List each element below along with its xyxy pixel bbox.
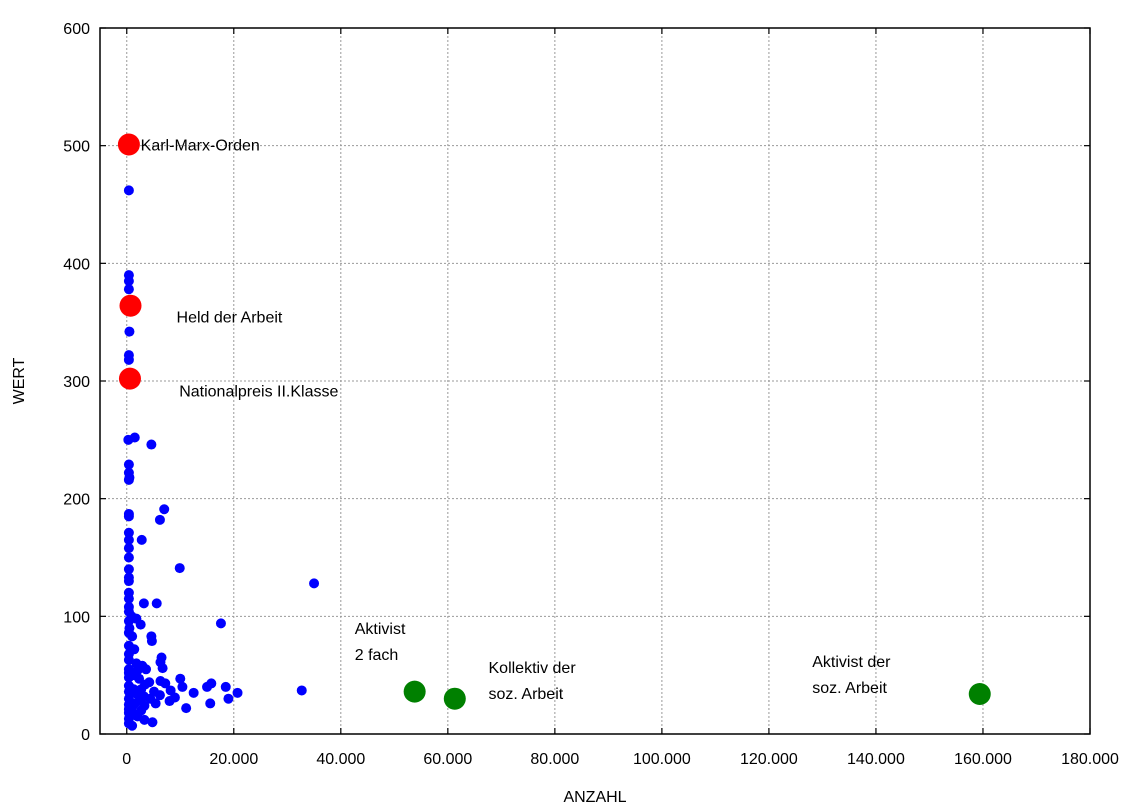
y-tick-label: 300 (63, 374, 90, 391)
x-tick-label: 60.000 (423, 751, 472, 768)
data-point (129, 432, 140, 443)
data-point (123, 686, 134, 697)
annotation-line: Nationalpreis II.Klasse (179, 383, 338, 400)
annotation-line: Kollektiv der (489, 660, 577, 677)
data-point (139, 714, 150, 725)
data-point (123, 543, 134, 554)
highlight-point-green (403, 680, 426, 703)
data-point (154, 690, 165, 701)
x-tick-label: 160.000 (954, 751, 1012, 768)
data-point (154, 514, 165, 525)
data-point (127, 720, 138, 731)
data-point (123, 459, 134, 470)
data-point (124, 326, 135, 337)
y-tick-label: 600 (63, 21, 90, 38)
data-point (309, 578, 320, 589)
data-point (127, 631, 138, 642)
data-point (160, 678, 171, 689)
annotation-label: Nationalpreis II.Klasse (179, 383, 338, 400)
x-tick-labels: 0 20.000 40.000 60.000 80.000 100.000 120.000 1… (122, 751, 1119, 768)
data-point (135, 619, 146, 630)
data-point (123, 552, 134, 563)
data-point (123, 593, 134, 604)
highlight-point-red (117, 133, 140, 156)
data-point (123, 284, 134, 295)
data-point (223, 693, 234, 704)
annotation-line: Karl-Marx-Orden (141, 137, 260, 154)
annotation-line: soz. Arbeit (489, 686, 564, 703)
data-point (138, 598, 149, 609)
data-point (123, 275, 134, 286)
data-point (181, 703, 192, 714)
data-point (123, 654, 134, 665)
highlight-point-green (443, 687, 466, 710)
axis-ticks (100, 27, 1091, 735)
data-point (220, 681, 231, 692)
data-point (123, 527, 134, 538)
data-point (123, 474, 134, 485)
x-tick-label: 80.000 (530, 751, 579, 768)
highlight-point-red (119, 294, 142, 317)
data-point (215, 618, 226, 629)
y-tick-label: 500 (63, 139, 90, 156)
highlight-point-red (118, 367, 141, 390)
y-tick-label: 200 (63, 492, 90, 509)
x-tick-label: 180.000 (1061, 751, 1119, 768)
x-axis-title: ANZAHL (563, 789, 626, 806)
data-point (147, 717, 158, 728)
data-point (123, 511, 134, 522)
data-point (136, 534, 147, 545)
data-point (123, 354, 134, 365)
data-point (146, 439, 157, 450)
annotation-line: 2 fach (355, 647, 399, 664)
x-tick-label: 40.000 (316, 751, 365, 768)
x-tick-label: 0 (122, 751, 131, 768)
y-tick-label: 100 (63, 609, 90, 626)
annotation-line: soz. Arbeit (812, 680, 887, 697)
x-tick-label: 120.000 (740, 751, 798, 768)
data-point (146, 636, 157, 647)
highlight-point-green (968, 682, 991, 705)
data-point (205, 698, 216, 709)
data-point (188, 687, 199, 698)
annotation-label: Kollektiv der soz. Arbeit (489, 660, 577, 703)
data-point (175, 673, 186, 684)
data-point (123, 534, 134, 545)
data-point (141, 664, 152, 675)
annotation-label: Aktivist 2 fach (355, 621, 406, 664)
data-point (164, 696, 175, 707)
data-point (177, 681, 188, 692)
data-point (296, 685, 307, 696)
data-point (232, 687, 243, 698)
data-point (159, 504, 170, 515)
annotation-label: Aktivist der soz. Arbeit (812, 654, 891, 697)
data-point (151, 598, 162, 609)
annotation-line: Aktivist der (812, 654, 891, 671)
data-point (123, 576, 134, 587)
data-point (150, 698, 161, 709)
data-point (174, 563, 185, 574)
y-axis-title: WERT (11, 357, 28, 404)
annotation-label: Held der Arbeit (177, 309, 283, 326)
data-point (123, 564, 134, 575)
grid-lines (100, 27, 1091, 735)
annotations: Karl-Marx-Orden Held der Arbeit Nationalpr… (141, 137, 892, 702)
data-point (202, 681, 213, 692)
x-tick-label: 100.000 (633, 751, 691, 768)
data-point (123, 185, 134, 196)
data-point (157, 663, 168, 674)
data-points (117, 133, 991, 731)
x-tick-label: 140.000 (847, 751, 905, 768)
annotation-line: Held der Arbeit (177, 309, 283, 326)
annotation-label: Karl-Marx-Orden (141, 137, 260, 154)
annotation-line: Aktivist (355, 621, 406, 638)
y-tick-label: 0 (81, 727, 90, 744)
data-point (123, 672, 134, 683)
y-tick-label: 400 (63, 256, 90, 273)
y-tick-labels: 0 100 200 300 400 500 600 (63, 21, 90, 744)
x-tick-label: 20.000 (209, 751, 258, 768)
